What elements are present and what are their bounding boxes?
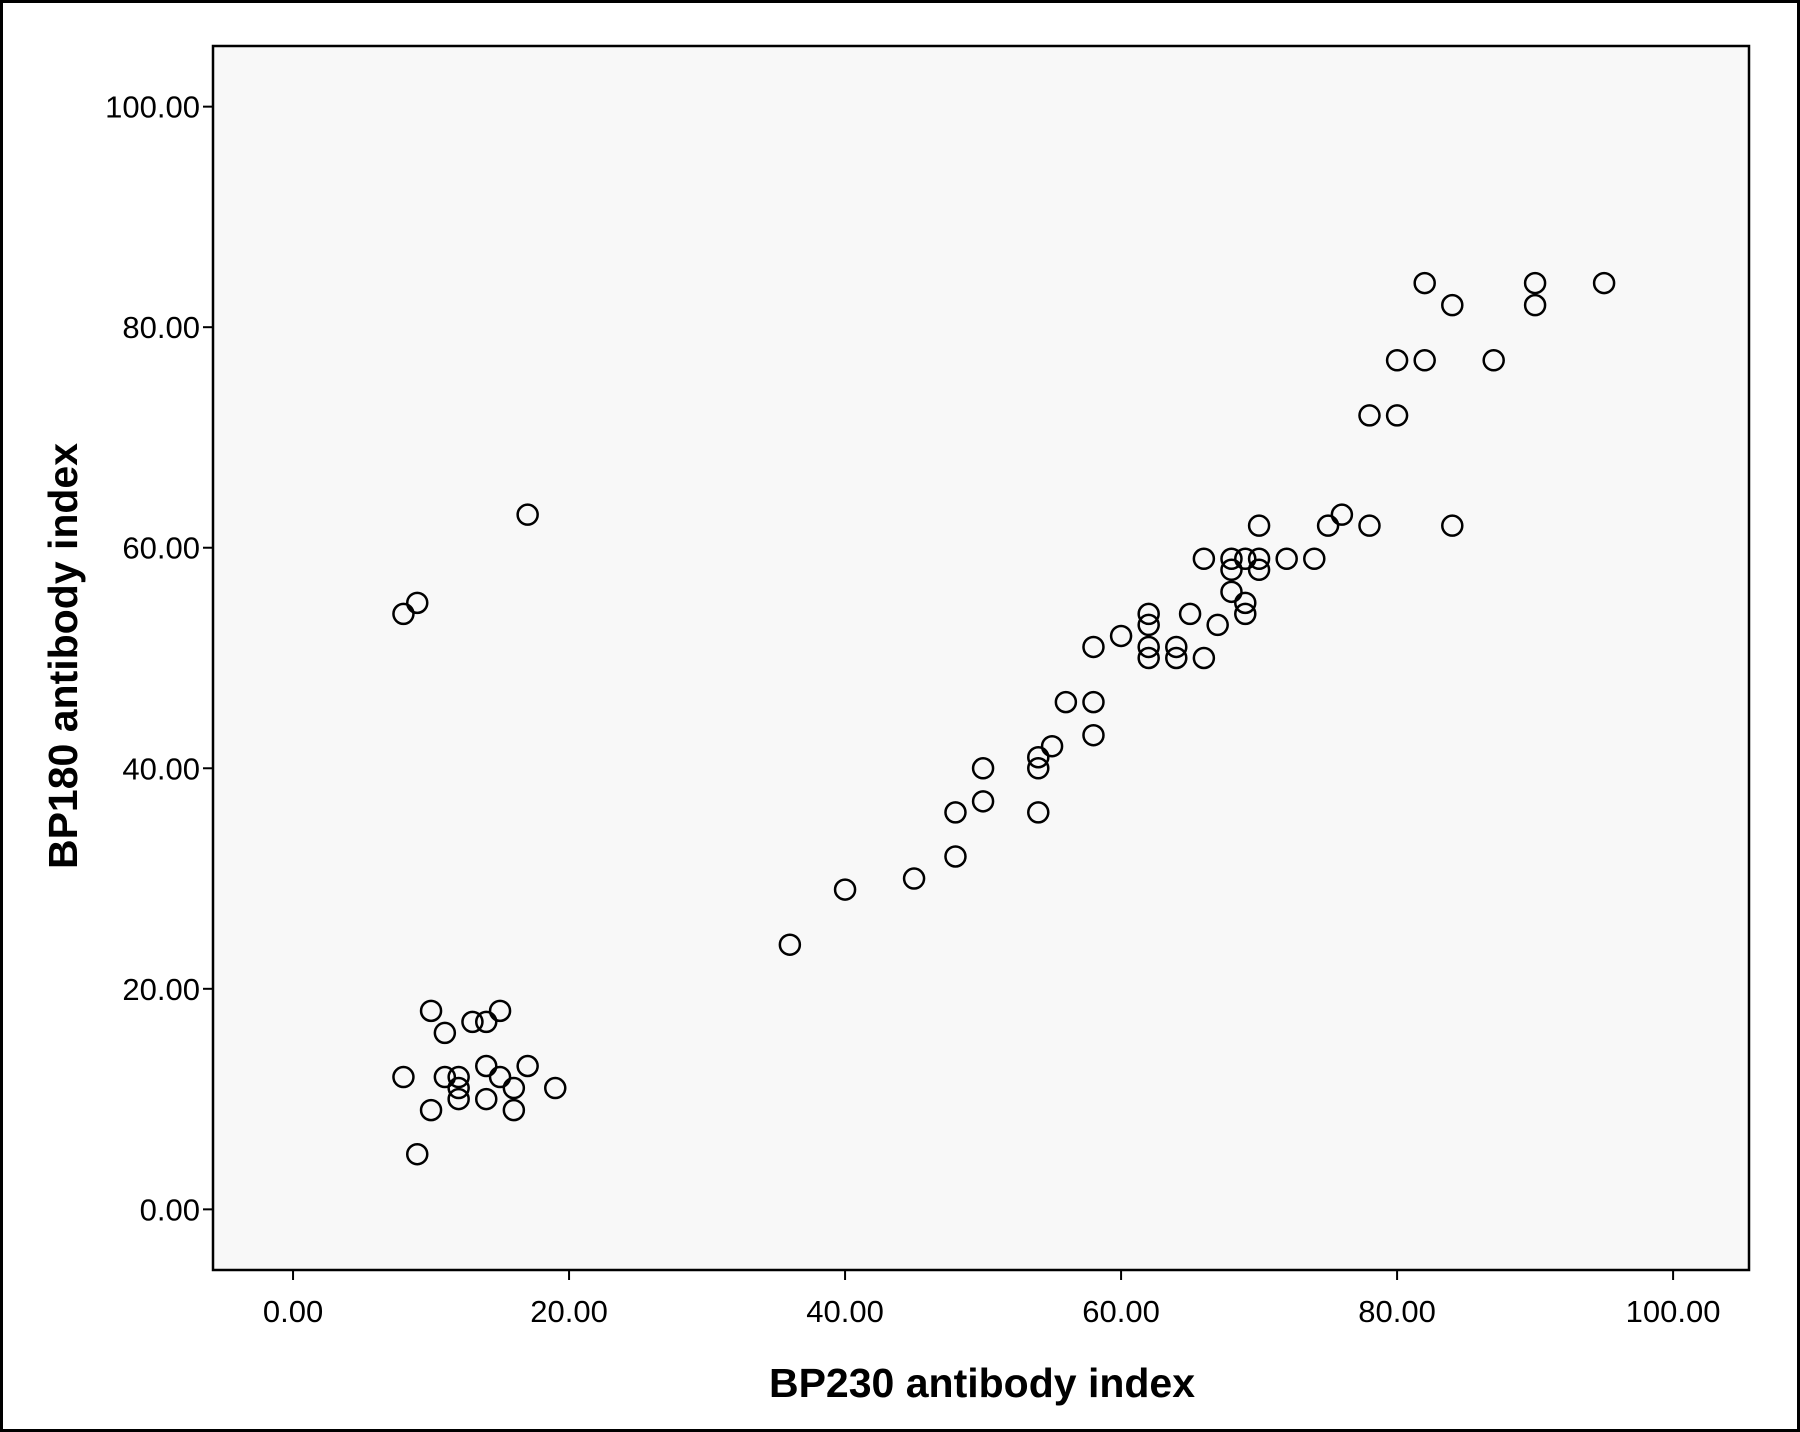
data-point bbox=[1082, 690, 1105, 714]
data-point bbox=[1358, 514, 1381, 537]
y-tick-label: 40.00 bbox=[122, 751, 200, 786]
data-point bbox=[447, 1065, 470, 1089]
data-point bbox=[1385, 404, 1409, 427]
data-point bbox=[516, 1054, 539, 1078]
data-point bbox=[944, 801, 967, 824]
data-point bbox=[1206, 613, 1229, 637]
data-point bbox=[447, 1076, 470, 1100]
y-tick-label: 20.00 bbox=[122, 972, 200, 1007]
data-point bbox=[1165, 646, 1188, 670]
data-point bbox=[1234, 591, 1257, 615]
x-tick-label: 40.00 bbox=[806, 1294, 884, 1329]
data-point bbox=[1027, 757, 1050, 780]
data-point bbox=[475, 1087, 498, 1111]
data-point bbox=[1220, 558, 1243, 582]
data-point bbox=[516, 503, 539, 526]
data-point bbox=[433, 1021, 457, 1045]
data-point bbox=[1303, 547, 1326, 571]
data-point bbox=[1082, 635, 1105, 659]
data-point bbox=[1178, 602, 1202, 626]
data-point bbox=[1523, 293, 1547, 317]
y-tick-label: 60.00 bbox=[122, 531, 200, 566]
data-point bbox=[419, 999, 443, 1023]
data-point bbox=[1247, 514, 1271, 537]
data-point bbox=[488, 999, 512, 1023]
data-point bbox=[1330, 503, 1354, 526]
y-tick-label: 80.00 bbox=[122, 310, 200, 345]
data-point bbox=[1192, 646, 1216, 670]
data-point bbox=[1165, 635, 1188, 659]
x-axis-title: BP230 antibody index bbox=[769, 1360, 1195, 1406]
y-axis-ticks: 0.00 20.00 40.00 60.00 80.00 100.00 bbox=[105, 90, 213, 1227]
data-point bbox=[971, 790, 995, 813]
y-axis-title: BP180 antibody index bbox=[40, 443, 86, 869]
data-point bbox=[1109, 624, 1133, 648]
data-point bbox=[1027, 745, 1050, 769]
data-point bbox=[778, 933, 802, 956]
data-point bbox=[944, 845, 967, 868]
data-point bbox=[1523, 271, 1547, 295]
data-point bbox=[1441, 293, 1464, 317]
data-point bbox=[1413, 271, 1436, 295]
data-point bbox=[475, 1054, 498, 1078]
x-tick-label: 0.00 bbox=[263, 1294, 323, 1329]
data-point bbox=[475, 1010, 498, 1034]
data-point bbox=[1592, 271, 1616, 295]
data-point bbox=[502, 1098, 526, 1122]
data-point bbox=[1192, 547, 1216, 571]
data-point bbox=[1413, 349, 1436, 372]
data-point bbox=[1482, 349, 1505, 372]
data-point bbox=[1275, 547, 1298, 571]
data-point bbox=[1137, 613, 1160, 637]
plot-area bbox=[211, 44, 1751, 1272]
data-point bbox=[461, 1010, 484, 1034]
data-point bbox=[833, 878, 857, 901]
data-point bbox=[1358, 404, 1381, 427]
data-point bbox=[1234, 547, 1257, 571]
data-points bbox=[392, 271, 1616, 1166]
data-point bbox=[405, 1142, 429, 1166]
data-point bbox=[502, 1076, 526, 1100]
data-point bbox=[433, 1065, 457, 1089]
data-point bbox=[419, 1098, 443, 1122]
data-point bbox=[902, 867, 926, 890]
data-point bbox=[392, 1065, 415, 1089]
data-point bbox=[405, 591, 429, 615]
x-tick-label: 20.00 bbox=[530, 1294, 608, 1329]
data-point bbox=[1220, 547, 1243, 571]
y-tick-label: 100.00 bbox=[105, 90, 200, 125]
data-point bbox=[1137, 602, 1160, 626]
data-point bbox=[1234, 602, 1257, 626]
data-point bbox=[1054, 690, 1078, 714]
data-point bbox=[1137, 646, 1160, 670]
y-tick-label: 0.00 bbox=[140, 1192, 200, 1227]
data-point bbox=[1247, 547, 1271, 571]
data-point bbox=[1441, 514, 1464, 537]
data-point bbox=[392, 602, 415, 626]
data-point bbox=[1137, 635, 1160, 659]
data-point bbox=[1385, 349, 1409, 372]
data-point bbox=[1247, 558, 1271, 582]
data-point bbox=[1027, 801, 1050, 824]
x-tick-label: 60.00 bbox=[1082, 1294, 1160, 1329]
x-tick-label: 80.00 bbox=[1358, 1294, 1436, 1329]
data-point bbox=[544, 1076, 567, 1100]
data-point bbox=[447, 1087, 470, 1111]
x-tick-label: 100.00 bbox=[1626, 1294, 1721, 1329]
data-point bbox=[1040, 734, 1064, 758]
x-axis-ticks: 0.00 20.00 40.00 60.00 80.00 100.00 bbox=[263, 1270, 1721, 1329]
data-point bbox=[1316, 514, 1340, 537]
data-point bbox=[1082, 723, 1105, 747]
data-point bbox=[971, 757, 995, 780]
data-point bbox=[1220, 580, 1243, 604]
data-point bbox=[488, 1065, 512, 1089]
